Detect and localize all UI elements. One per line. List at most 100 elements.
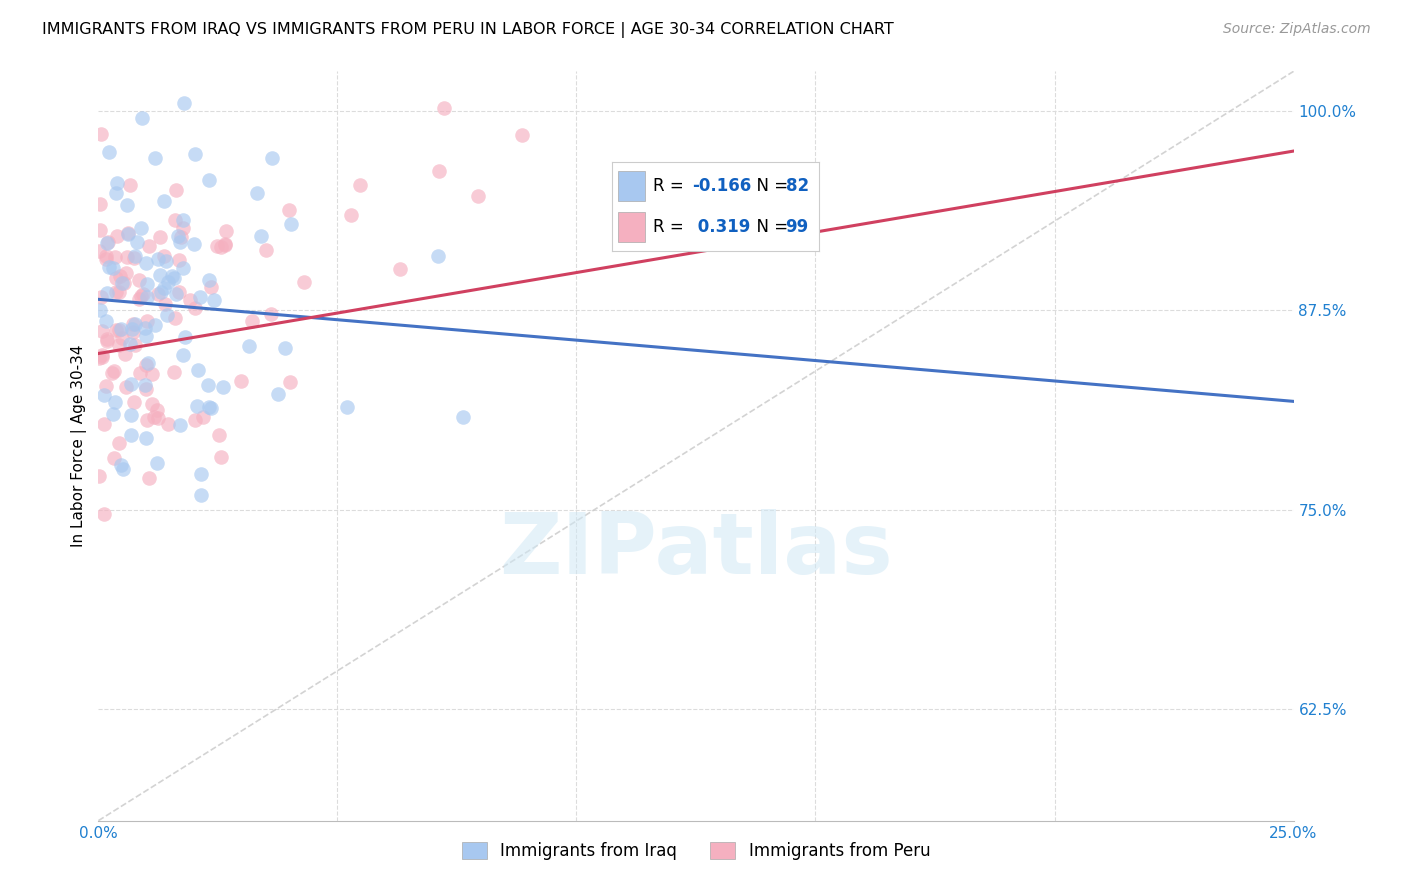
Point bbox=[172, 212, 194, 227]
Point bbox=[141, 367, 163, 381]
Point bbox=[125, 235, 148, 249]
Point bbox=[278, 375, 301, 389]
Point bbox=[152, 194, 174, 209]
Point bbox=[98, 260, 121, 274]
Point bbox=[467, 188, 489, 202]
Point bbox=[339, 208, 361, 222]
Point bbox=[91, 351, 114, 365]
Point bbox=[157, 276, 180, 290]
Point bbox=[94, 314, 117, 328]
Point bbox=[129, 289, 152, 303]
Point bbox=[184, 147, 207, 161]
Point bbox=[427, 249, 450, 263]
Point bbox=[96, 378, 118, 392]
Point bbox=[129, 221, 152, 235]
Point bbox=[173, 96, 195, 111]
Point bbox=[89, 244, 111, 259]
Text: 99: 99 bbox=[786, 219, 808, 236]
Point bbox=[114, 266, 136, 280]
Point bbox=[160, 269, 183, 284]
Text: R =: R = bbox=[652, 178, 689, 195]
Point bbox=[120, 377, 142, 392]
Point bbox=[190, 467, 212, 481]
Point bbox=[209, 239, 232, 253]
Point bbox=[214, 238, 236, 252]
Point bbox=[170, 230, 193, 244]
Point bbox=[135, 329, 157, 343]
Point bbox=[120, 427, 142, 442]
Point bbox=[101, 367, 124, 381]
Text: N =: N = bbox=[747, 219, 793, 236]
Point bbox=[143, 409, 166, 424]
Point bbox=[111, 276, 134, 290]
Point bbox=[198, 173, 221, 187]
Point bbox=[104, 186, 127, 201]
Point bbox=[103, 260, 125, 275]
Point bbox=[274, 342, 297, 356]
Point bbox=[121, 325, 143, 339]
Point bbox=[174, 330, 197, 344]
Text: 0.319: 0.319 bbox=[692, 219, 751, 236]
Point bbox=[179, 293, 201, 307]
Point bbox=[108, 337, 131, 351]
Point bbox=[128, 273, 150, 287]
Point bbox=[134, 378, 156, 392]
Point bbox=[134, 320, 156, 334]
Point bbox=[188, 290, 211, 304]
Point bbox=[388, 262, 411, 277]
Point bbox=[198, 400, 221, 414]
Point bbox=[165, 213, 187, 227]
Point bbox=[101, 407, 124, 421]
Point bbox=[141, 397, 163, 411]
Point bbox=[336, 401, 359, 415]
Point bbox=[89, 223, 111, 237]
Point bbox=[260, 151, 283, 165]
Point bbox=[427, 164, 450, 178]
Point bbox=[155, 253, 177, 268]
Point bbox=[110, 321, 132, 335]
Point bbox=[143, 318, 166, 333]
Text: ZIPatlas: ZIPatlas bbox=[499, 509, 893, 592]
Point bbox=[124, 251, 146, 265]
Point bbox=[260, 307, 283, 321]
Point bbox=[115, 380, 138, 394]
Point bbox=[135, 277, 157, 291]
Point bbox=[512, 128, 534, 142]
Point bbox=[131, 111, 153, 125]
Point bbox=[108, 269, 131, 284]
Point bbox=[149, 268, 172, 282]
Text: R =: R = bbox=[652, 219, 689, 236]
Point bbox=[108, 285, 131, 299]
Text: N =: N = bbox=[747, 178, 793, 195]
Point bbox=[150, 285, 173, 300]
Point bbox=[93, 388, 115, 402]
Point bbox=[172, 221, 194, 235]
Point bbox=[115, 250, 138, 264]
Point bbox=[197, 378, 219, 392]
Point bbox=[148, 252, 170, 266]
Point bbox=[103, 363, 125, 377]
Point bbox=[138, 471, 160, 485]
Point bbox=[231, 374, 253, 388]
Point bbox=[163, 310, 186, 325]
Point bbox=[124, 338, 146, 352]
Point bbox=[246, 186, 269, 200]
Point bbox=[136, 356, 159, 370]
Point bbox=[135, 255, 157, 269]
Y-axis label: In Labor Force | Age 30-34: In Labor Force | Age 30-34 bbox=[72, 344, 87, 548]
Point bbox=[124, 249, 146, 263]
Point bbox=[184, 301, 207, 315]
Point bbox=[122, 317, 145, 331]
Point bbox=[191, 409, 214, 424]
Point bbox=[93, 508, 115, 522]
Point bbox=[91, 325, 114, 339]
Point bbox=[90, 128, 112, 142]
Point bbox=[96, 334, 118, 348]
Point bbox=[187, 363, 209, 377]
Point bbox=[89, 351, 111, 365]
Point bbox=[111, 331, 134, 345]
Point bbox=[117, 198, 139, 212]
Point bbox=[135, 314, 157, 328]
Point bbox=[135, 382, 157, 396]
Point bbox=[90, 348, 112, 362]
